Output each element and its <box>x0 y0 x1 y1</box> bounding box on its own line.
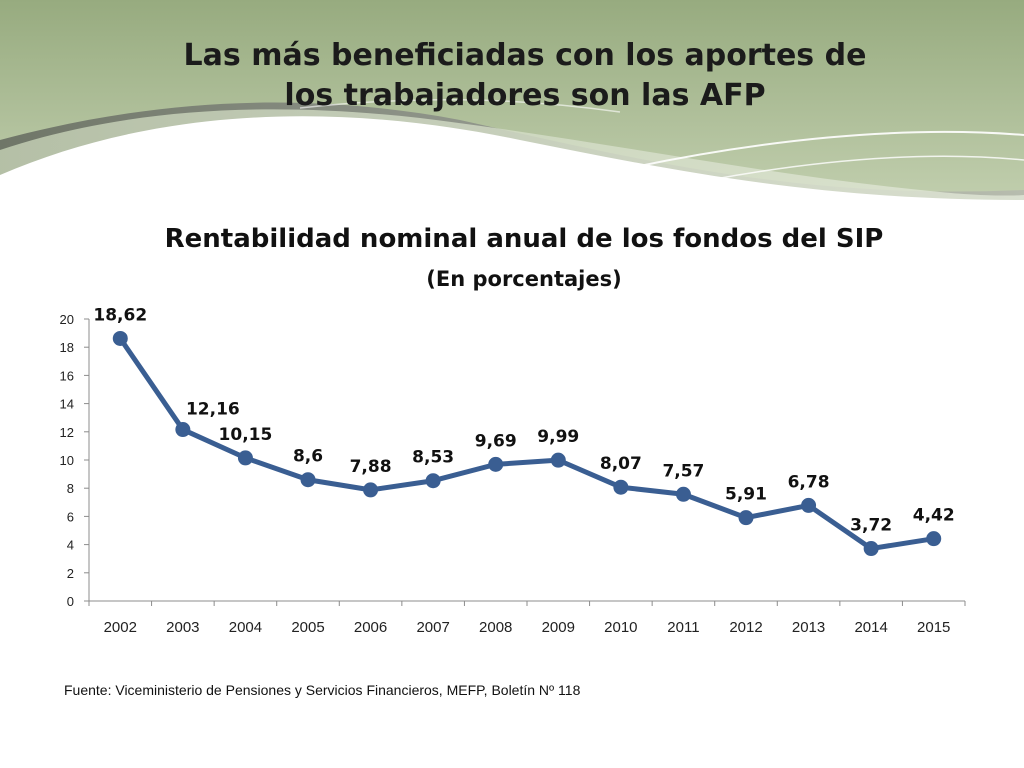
chart-subtitle: (En porcentajes) <box>426 267 622 291</box>
y-tick-label: 2 <box>67 566 74 581</box>
data-label: 8,07 <box>600 454 642 474</box>
data-label: 7,57 <box>662 461 704 481</box>
data-point <box>738 510 754 526</box>
data-label: 9,69 <box>475 431 517 451</box>
y-tick-label: 16 <box>60 368 74 383</box>
y-tick-label: 20 <box>60 312 74 327</box>
source-note: Fuente: Viceministerio de Pensiones y Se… <box>64 682 581 698</box>
data-point <box>425 473 441 489</box>
data-label: 10,15 <box>219 425 273 445</box>
x-tick-label: 2003 <box>166 619 199 636</box>
chart-title: Rentabilidad nominal anual de los fondos… <box>164 224 884 254</box>
x-tick-label: 2012 <box>729 619 762 636</box>
x-tick-label: 2011 <box>667 619 699 636</box>
y-tick-label: 6 <box>67 509 74 524</box>
data-point <box>863 541 879 557</box>
data-point <box>926 531 942 547</box>
data-point <box>300 472 316 488</box>
y-tick-label: 18 <box>60 340 74 355</box>
series-line <box>118 337 935 552</box>
data-label: 8,53 <box>412 448 454 468</box>
data-point <box>613 479 629 495</box>
x-tick-label: 2014 <box>854 619 887 636</box>
x-tick-label: 2015 <box>917 619 950 636</box>
x-tick-label: 2004 <box>229 619 262 636</box>
data-point <box>801 497 817 513</box>
data-label: 5,91 <box>725 485 767 505</box>
data-label: 7,88 <box>350 457 392 477</box>
x-tick-label: 2010 <box>604 619 637 636</box>
data-point <box>675 486 691 502</box>
data-label: 18,62 <box>93 305 147 325</box>
data-point <box>112 330 128 346</box>
header-background <box>0 0 1024 210</box>
line-chart: 0 2 4 6 8 10 12 14 16 18 20 2002 2003 2004 2005 2006 200… <box>60 305 966 636</box>
data-label: 6,78 <box>788 472 830 492</box>
x-tick-label: 2005 <box>291 619 324 636</box>
y-tick-label: 12 <box>60 425 74 440</box>
data-point <box>237 450 253 466</box>
slide-title-line-2: los trabajadores son las AFP <box>284 78 766 113</box>
data-point <box>363 482 379 498</box>
x-tick-label: 2013 <box>792 619 825 636</box>
data-point <box>175 422 191 438</box>
data-label: 8,6 <box>293 447 323 467</box>
x-tick-label: 2008 <box>479 619 512 636</box>
x-tick-label: 2006 <box>354 619 387 636</box>
x-tick-label: 2002 <box>104 619 137 636</box>
slide-title-line-1: Las más beneficiadas con los aportes de <box>183 38 867 73</box>
x-tick-label: 2007 <box>416 619 449 636</box>
y-tick-label: 14 <box>60 397 74 412</box>
data-label: 12,16 <box>186 400 240 420</box>
y-tick-label: 10 <box>60 453 74 468</box>
data-point <box>488 456 504 472</box>
y-tick-label: 8 <box>67 481 74 496</box>
data-label: 3,72 <box>850 516 892 536</box>
slide-title: Las más beneficiadas con los aportes de … <box>100 36 950 116</box>
data-point <box>550 452 566 468</box>
y-tick-label: 0 <box>67 594 74 609</box>
y-tick-label: 4 <box>67 538 74 553</box>
data-label: 9,99 <box>537 427 579 447</box>
x-tick-label: 2009 <box>542 619 575 636</box>
data-label: 4,42 <box>913 506 955 526</box>
